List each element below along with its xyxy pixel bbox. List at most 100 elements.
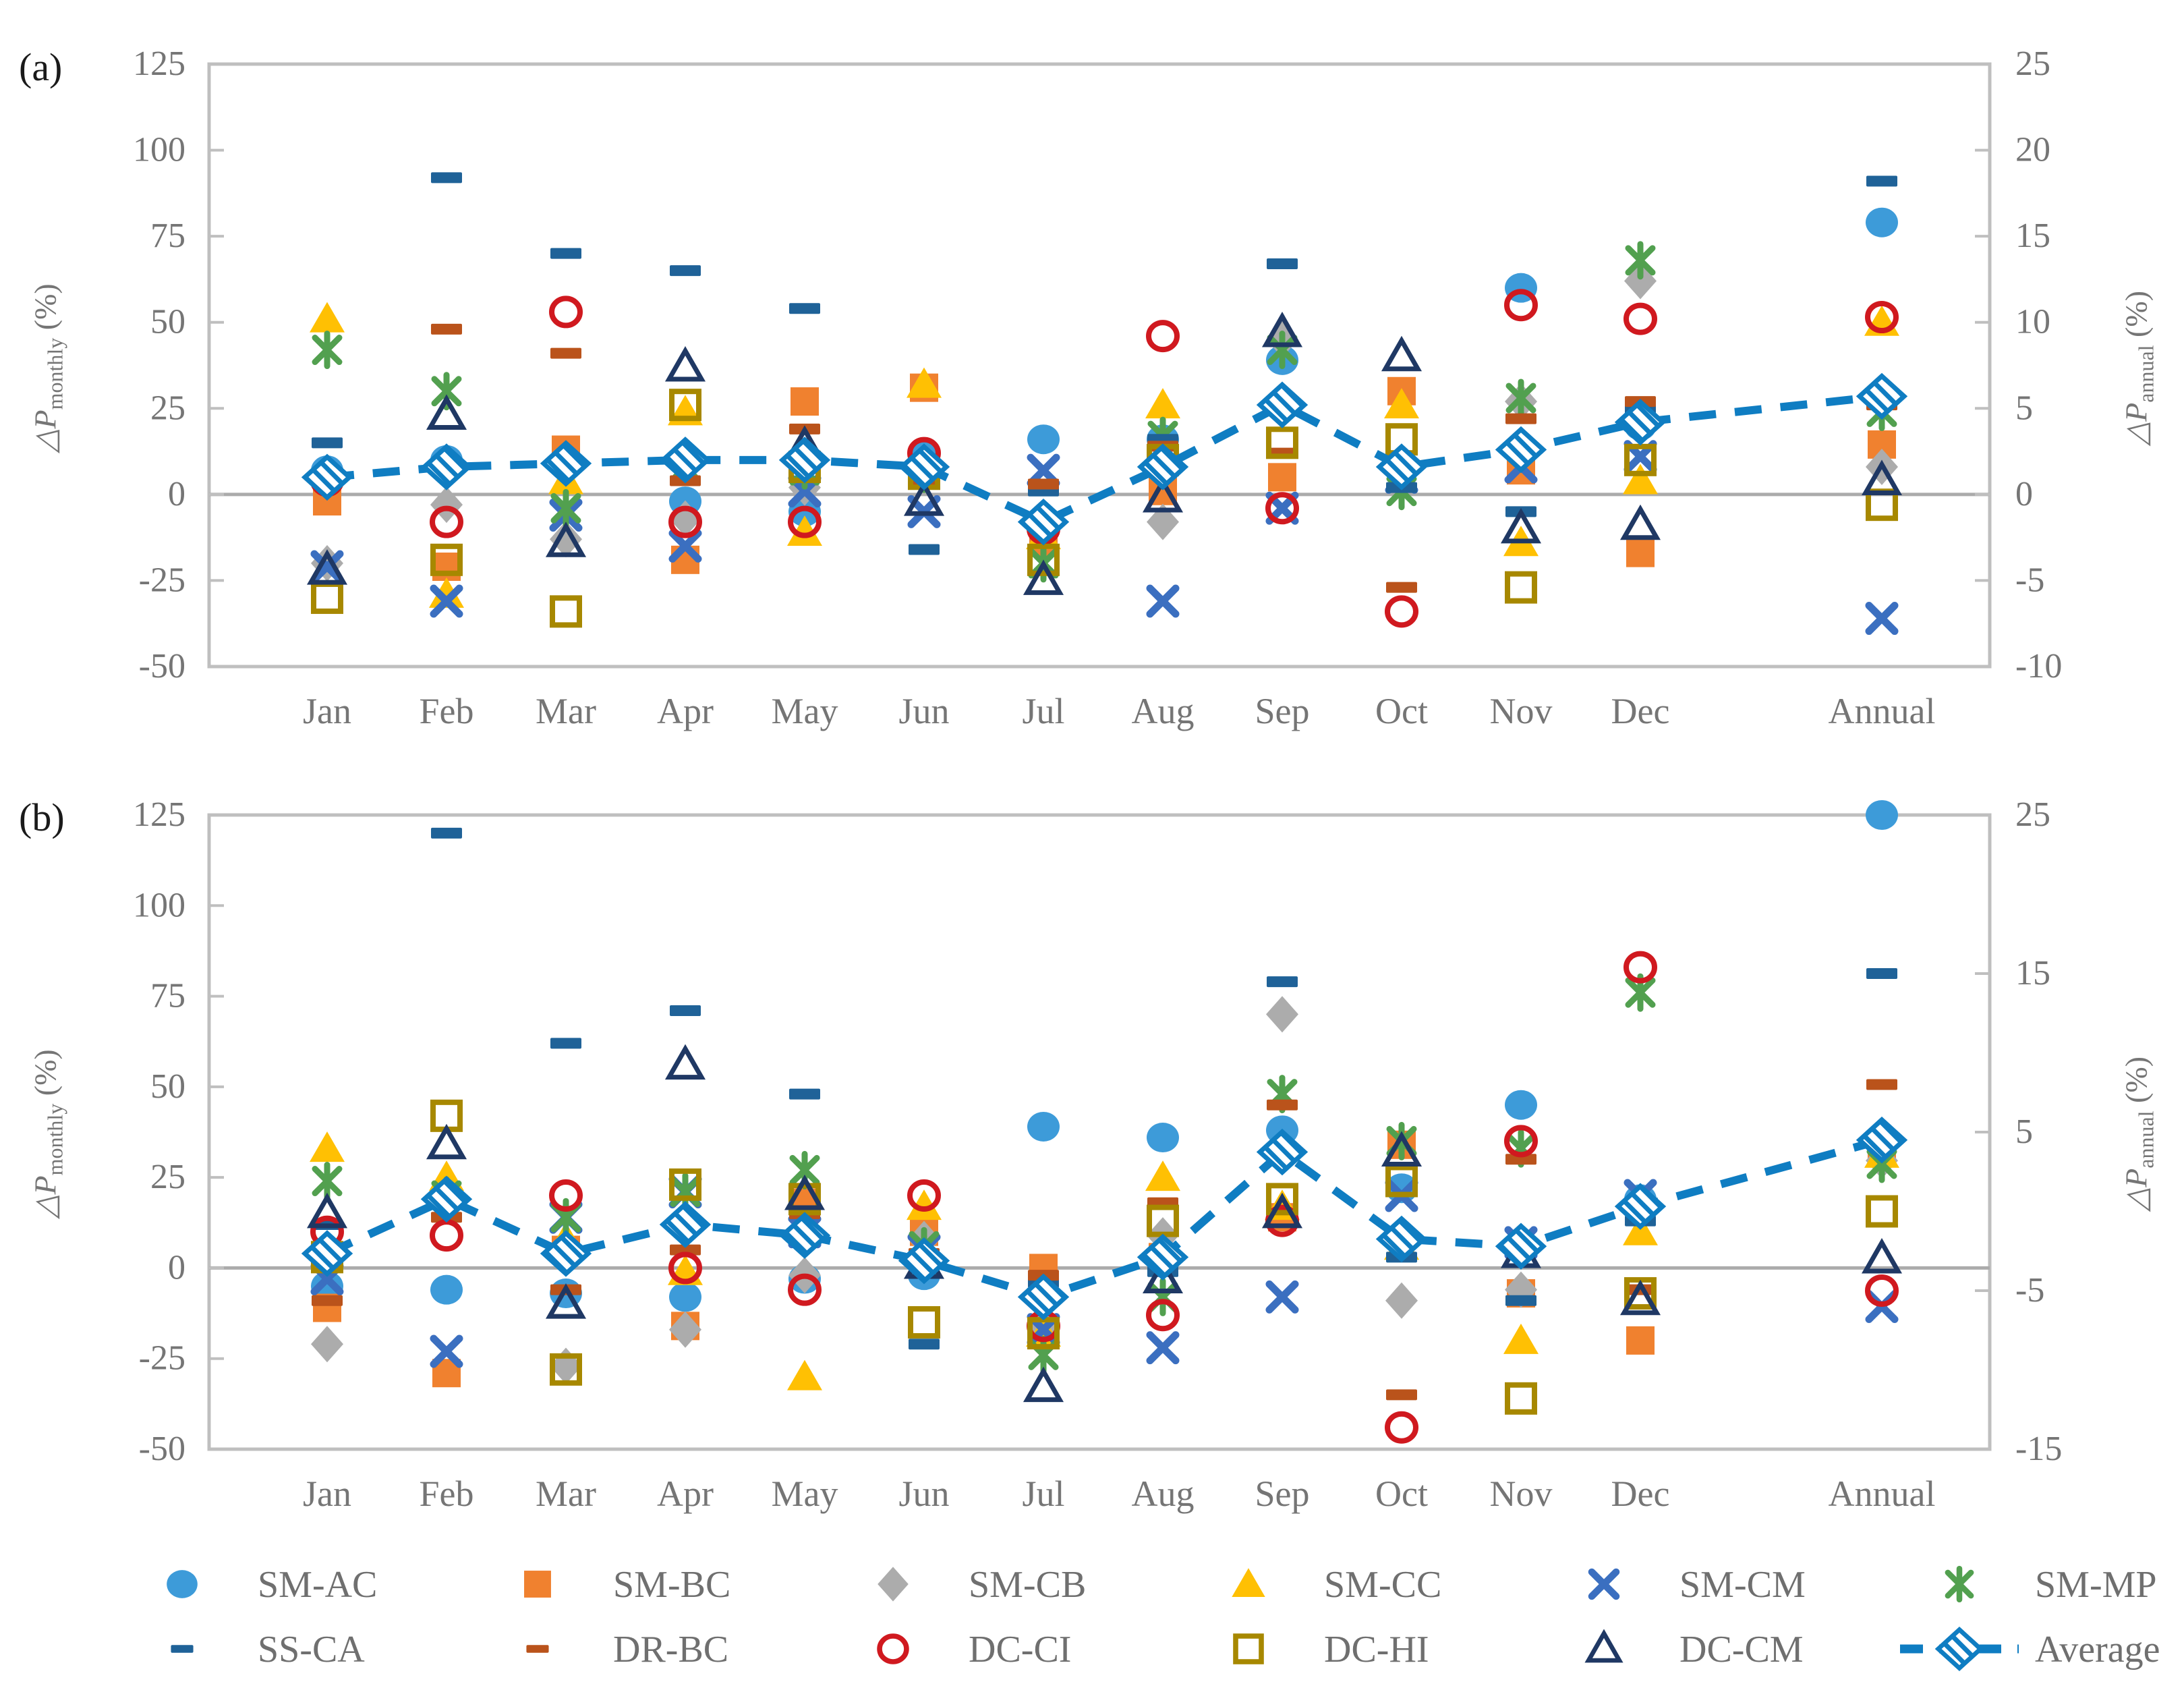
left-tick-label: 50 (150, 303, 185, 341)
marker-triangle (310, 302, 345, 333)
marker-hdash (431, 172, 462, 184)
marker-zh (1625, 241, 1656, 280)
marker-hdash (670, 265, 701, 277)
marker-triangle-o (1584, 1629, 1623, 1663)
marker-circle-o (549, 1179, 583, 1212)
series-ss-ca (312, 827, 1897, 1350)
marker-square-o (1624, 443, 1657, 476)
marker-hdash (171, 1645, 194, 1653)
marker-circle-o (668, 505, 702, 538)
marker-hdash (1866, 1079, 1897, 1090)
marker-square (432, 553, 461, 582)
marker-x (310, 550, 344, 584)
category-label-feb: Feb (420, 1473, 474, 1514)
marker-square (1626, 1326, 1655, 1355)
marker-avg (1256, 381, 1309, 428)
legend-label: SM-BC (613, 1564, 730, 1606)
right-tick-label: 20 (2015, 131, 2050, 169)
marker-hdash (431, 827, 462, 839)
panel-a-label: (a) (19, 45, 63, 89)
category-label-may: May (772, 691, 838, 731)
right-tick-label: 25 (2015, 795, 2050, 834)
marker-avg (1495, 426, 1547, 474)
right-tick-label: -5 (2015, 561, 2044, 599)
marker-avg (898, 443, 950, 490)
legend-label: SM-AC (258, 1564, 377, 1606)
marker-avg (1614, 398, 1667, 446)
marker-avg (1495, 1223, 1547, 1270)
marker-circle-o (1623, 951, 1657, 984)
marker-square-o (1266, 1183, 1298, 1216)
category-label-mar: Mar (536, 691, 596, 731)
right-tick-label: 10 (2015, 303, 2050, 341)
axis-title-annual-a: △Pannual (%) (2119, 290, 2158, 446)
category-label-mar: Mar (536, 1473, 596, 1514)
marker-circle-o (668, 1252, 702, 1285)
category-label-dec: Dec (1611, 1473, 1670, 1514)
marker-circle-o (1504, 1125, 1538, 1158)
marker-avg (1375, 443, 1428, 490)
left-tick-label: 75 (150, 217, 185, 255)
legend-item-average: Average (1900, 1627, 2160, 1671)
legend-item-sm-cc: SM-CC (1232, 1564, 1441, 1606)
series-sm-cc (310, 302, 1899, 608)
marker-diamond (1147, 503, 1179, 540)
marker-avg (1375, 1215, 1428, 1263)
legend-label: DR-BC (613, 1629, 728, 1670)
marker-triangle-o (426, 394, 467, 430)
marker-zh (1147, 1277, 1178, 1316)
marker-square-o (908, 1306, 940, 1339)
legend-label: Average (2035, 1629, 2160, 1670)
marker-zh (312, 1162, 343, 1201)
legend-label: SM-CB (969, 1564, 1086, 1606)
left-tick-label: 125 (133, 45, 185, 83)
left-tick-label: -50 (139, 1430, 185, 1468)
marker-avg (1614, 1183, 1667, 1230)
marker-avg (659, 1201, 712, 1248)
legend-label: SM-MP (2035, 1564, 2157, 1606)
marker-triangle (787, 515, 822, 546)
marker-triangle-o (664, 1044, 706, 1080)
category-label-jul: Jul (1022, 691, 1064, 731)
panel-b-label: (b) (19, 795, 65, 839)
marker-zh (1267, 331, 1298, 370)
category-label-sep: Sep (1255, 691, 1310, 731)
series-sm-cb (311, 996, 1898, 1384)
marker-avg (659, 437, 712, 484)
marker-diamond (669, 1311, 701, 1348)
marker-hdash (1505, 413, 1536, 424)
marker-circle-o (1504, 289, 1538, 322)
marker-triangle-o (1381, 1131, 1423, 1167)
marker-square-o (1027, 543, 1060, 576)
category-label-jan: Jan (303, 691, 351, 731)
legend-label: SM-CC (1324, 1564, 1441, 1606)
marker-circle (430, 1274, 463, 1305)
marker-avg (420, 443, 473, 490)
marker-triangle-o (1500, 507, 1542, 544)
marker-square-o (550, 595, 582, 628)
marker-circle (669, 1282, 701, 1312)
marker-triangle-o (426, 1123, 467, 1160)
marker-zh (1505, 378, 1536, 418)
marker-diamond (311, 1326, 343, 1363)
series-average (301, 372, 1908, 546)
marker-diamond (1266, 996, 1298, 1033)
marker-hdash (312, 1295, 343, 1306)
series-ss-ca (312, 172, 1897, 555)
marker-triangle (907, 1189, 942, 1220)
category-label-aug: Aug (1132, 1473, 1195, 1514)
right-tick-label: 0 (2015, 475, 2033, 513)
marker-triangle-o (1023, 1366, 1064, 1403)
left-tick-label: 75 (150, 977, 185, 1015)
marker-triangle-o (1861, 459, 1903, 495)
legend: SM-AC SM-BC SM-CB SM-CC SM-CM SM-MP SS-CA DR-BC… (167, 1564, 2160, 1671)
right-tick-label: -5 (2015, 1271, 2044, 1310)
marker-triangle (1232, 1568, 1265, 1597)
left-tick-label: -50 (139, 647, 185, 685)
marker-triangle (1145, 1160, 1180, 1191)
marker-avg (778, 1212, 831, 1259)
marker-hdash (550, 1038, 581, 1049)
right-tick-label: -15 (2015, 1430, 2062, 1468)
